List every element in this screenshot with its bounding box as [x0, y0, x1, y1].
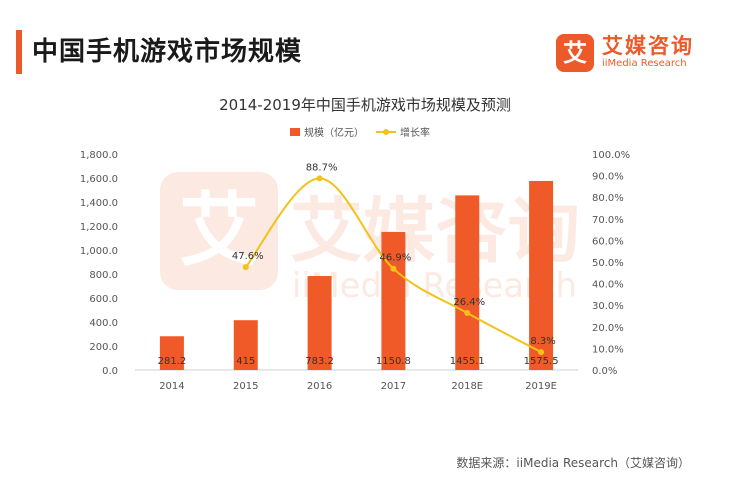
- bar-series: [159, 180, 554, 370]
- logo-name: 艾媒咨询: [602, 34, 694, 58]
- right-tick-label: 70.0%: [592, 215, 624, 226]
- growth-point: [242, 264, 249, 271]
- left-axis: 0.0 200.0 400.0 600.0 800.0 1,000.0 1,200.0 1,4…: [80, 150, 118, 377]
- bar-value-label: 281.2: [158, 356, 187, 367]
- left-tick-label: 1,000.0: [80, 246, 118, 257]
- watermark-logo-char: 艾: [179, 184, 259, 277]
- bar-value-label: 783.2: [305, 356, 334, 367]
- growth-point: [464, 309, 471, 316]
- growth-value-label: 8.3%: [530, 336, 555, 347]
- x-tick-label: 2019E: [525, 381, 557, 392]
- bar: [529, 180, 554, 370]
- right-tick-label: 0.0%: [592, 366, 617, 377]
- right-tick-label: 80.0%: [592, 193, 624, 204]
- legend-line-label: 增长率: [400, 126, 430, 139]
- chart-legend: 规模（亿元） 增长率: [290, 126, 430, 139]
- left-tick-label: 1,600.0: [80, 174, 118, 185]
- bar: [381, 231, 406, 370]
- left-tick-label: 0.0: [102, 366, 118, 377]
- right-axis: 0.0% 10.0% 20.0% 30.0% 40.0% 50.0% 60.0% 70.0% 8…: [592, 150, 630, 377]
- growth-value-label: 26.4%: [453, 297, 485, 308]
- left-tick-label: 800.0: [89, 270, 118, 281]
- right-tick-label: 30.0%: [592, 301, 624, 312]
- x-tick-label: 2014: [159, 381, 184, 392]
- brand-logo: 艾 艾媒咨询 iiMedia Research: [556, 30, 716, 76]
- bar: [307, 276, 332, 370]
- growth-value-label: 46.9%: [380, 253, 412, 264]
- left-tick-label: 200.0: [89, 342, 118, 353]
- x-tick-label: 2016: [307, 381, 332, 392]
- right-tick-label: 90.0%: [592, 172, 624, 183]
- chart-title: 2014-2019年中国手机游戏市场规模及预测: [219, 96, 511, 114]
- growth-line-path: [244, 177, 542, 353]
- left-tick-label: 1,200.0: [80, 222, 118, 233]
- legend-bar-swatch: [290, 128, 300, 136]
- bar-value-label: 1575.5: [524, 356, 559, 367]
- watermark-logo-box: [160, 172, 278, 290]
- right-tick-label: 40.0%: [592, 280, 624, 291]
- bar: [159, 336, 184, 370]
- line-data-labels: 47.6% 88.7% 46.9% 26.4% 8.3%: [232, 162, 556, 347]
- left-tick-label: 400.0: [89, 318, 118, 329]
- title-accent-bar: [16, 30, 22, 74]
- data-source-note: 数据来源：iiMedia Research（艾媒咨询）: [456, 456, 690, 470]
- bar-value-label: 1455.1: [450, 356, 485, 367]
- bar: [233, 320, 258, 370]
- legend-line-marker: [383, 129, 389, 135]
- bar-value-label: 415: [236, 356, 255, 367]
- growth-value-label: 47.6%: [232, 251, 264, 262]
- legend-bar-label: 规模（亿元）: [304, 126, 364, 139]
- right-tick-label: 50.0%: [592, 258, 624, 269]
- growth-point: [316, 175, 323, 182]
- logo-mark-icon: 艾: [556, 34, 594, 72]
- bar-data-labels: 281.2 415 783.2 1150.8 1455.1 1575.5: [158, 356, 559, 367]
- page-title: 中国手机游戏市场规模: [32, 37, 303, 67]
- growth-line-series: [242, 175, 545, 356]
- growth-value-label: 88.7%: [306, 162, 338, 173]
- x-tick-label: 2015: [233, 381, 258, 392]
- x-tick-label: 2018E: [451, 381, 483, 392]
- right-tick-label: 100.0%: [592, 150, 630, 161]
- left-tick-label: 1,800.0: [80, 150, 118, 161]
- growth-point: [538, 349, 545, 356]
- left-tick-label: 1,400.0: [80, 198, 118, 209]
- bar-value-label: 1150.8: [376, 356, 411, 367]
- left-tick-label: 600.0: [89, 294, 118, 305]
- x-tick-label: 2017: [381, 381, 406, 392]
- growth-point: [390, 265, 397, 272]
- right-tick-label: 10.0%: [592, 344, 624, 355]
- right-tick-label: 60.0%: [592, 236, 624, 247]
- x-axis-labels: 2014 2015 2016 2017 2018E 2019E: [159, 381, 557, 392]
- logo-subtitle: iiMedia Research: [602, 58, 687, 69]
- right-tick-label: 20.0%: [592, 323, 624, 334]
- bar: [455, 195, 480, 370]
